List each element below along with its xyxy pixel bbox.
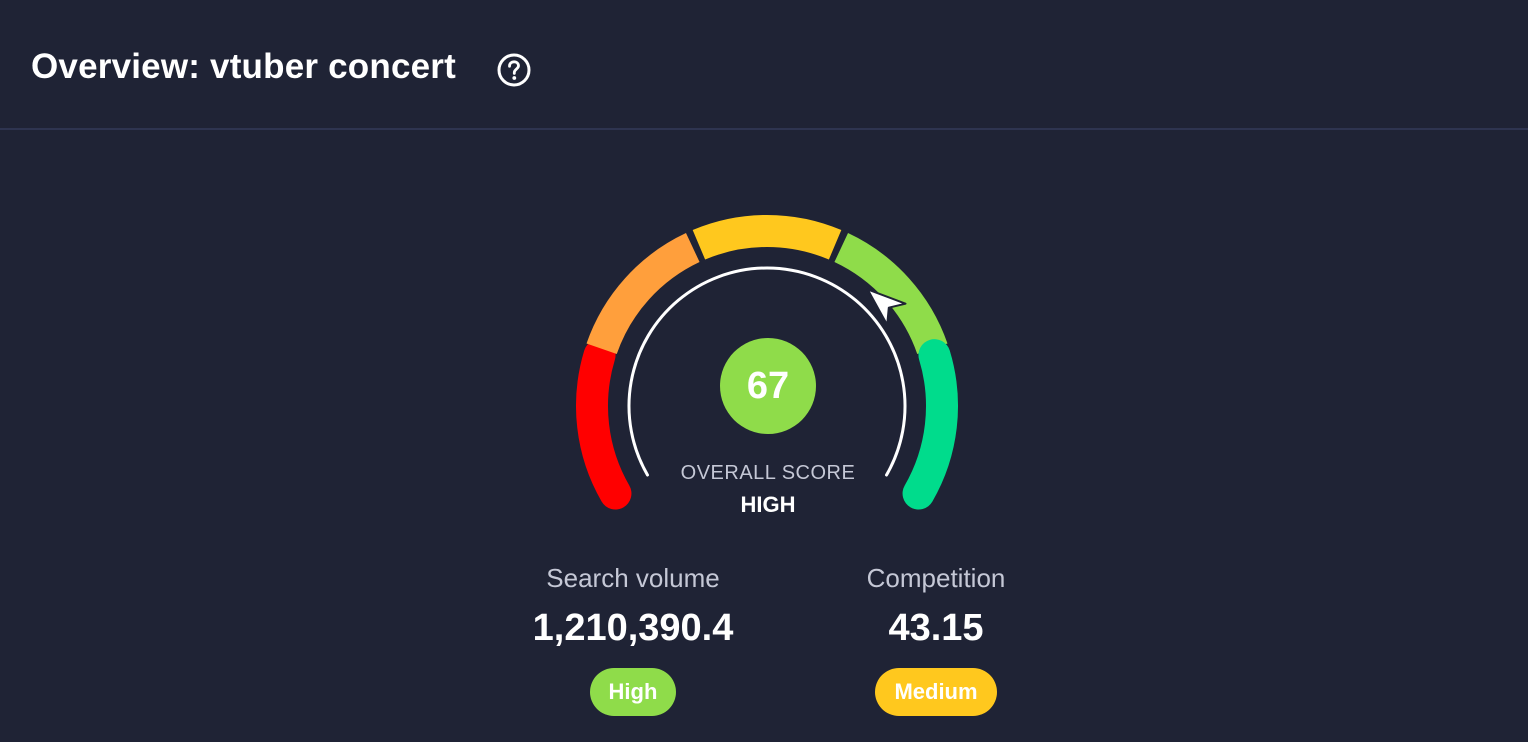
gauge-segment-teal [902, 339, 958, 510]
competition-badge: Medium [875, 668, 997, 716]
competition-value: 43.15 [888, 607, 984, 649]
gauge-inner-arc [627, 266, 907, 477]
gauge-segment-green [834, 233, 948, 355]
search-volume-metric: Search volume 1,210,390.4 High [473, 560, 793, 716]
overall-score-label: OVERALL SCORE [680, 462, 856, 484]
page-title: Overview: vtuber concert [31, 47, 456, 86]
gauge-segment-red [576, 339, 632, 510]
gauge-segment-orange [586, 233, 700, 355]
search-volume-value: 1,210,390.4 [532, 607, 734, 649]
search-volume-badge: High [589, 668, 677, 716]
pointer-arrow-icon [866, 288, 907, 326]
gauge-segments [576, 215, 958, 510]
search-volume-label: Search volume [546, 563, 720, 593]
question-circle-icon[interactable] [496, 52, 532, 88]
competition-label: Competition [866, 563, 1006, 593]
overall-score-rating: HIGH [740, 492, 796, 517]
score-circle: 67 [720, 338, 816, 434]
gauge-segment-yellow [692, 215, 842, 260]
competition-metric: Competition 43.15 Medium [776, 560, 1096, 716]
header: Overview: vtuber concert [0, 0, 1528, 130]
